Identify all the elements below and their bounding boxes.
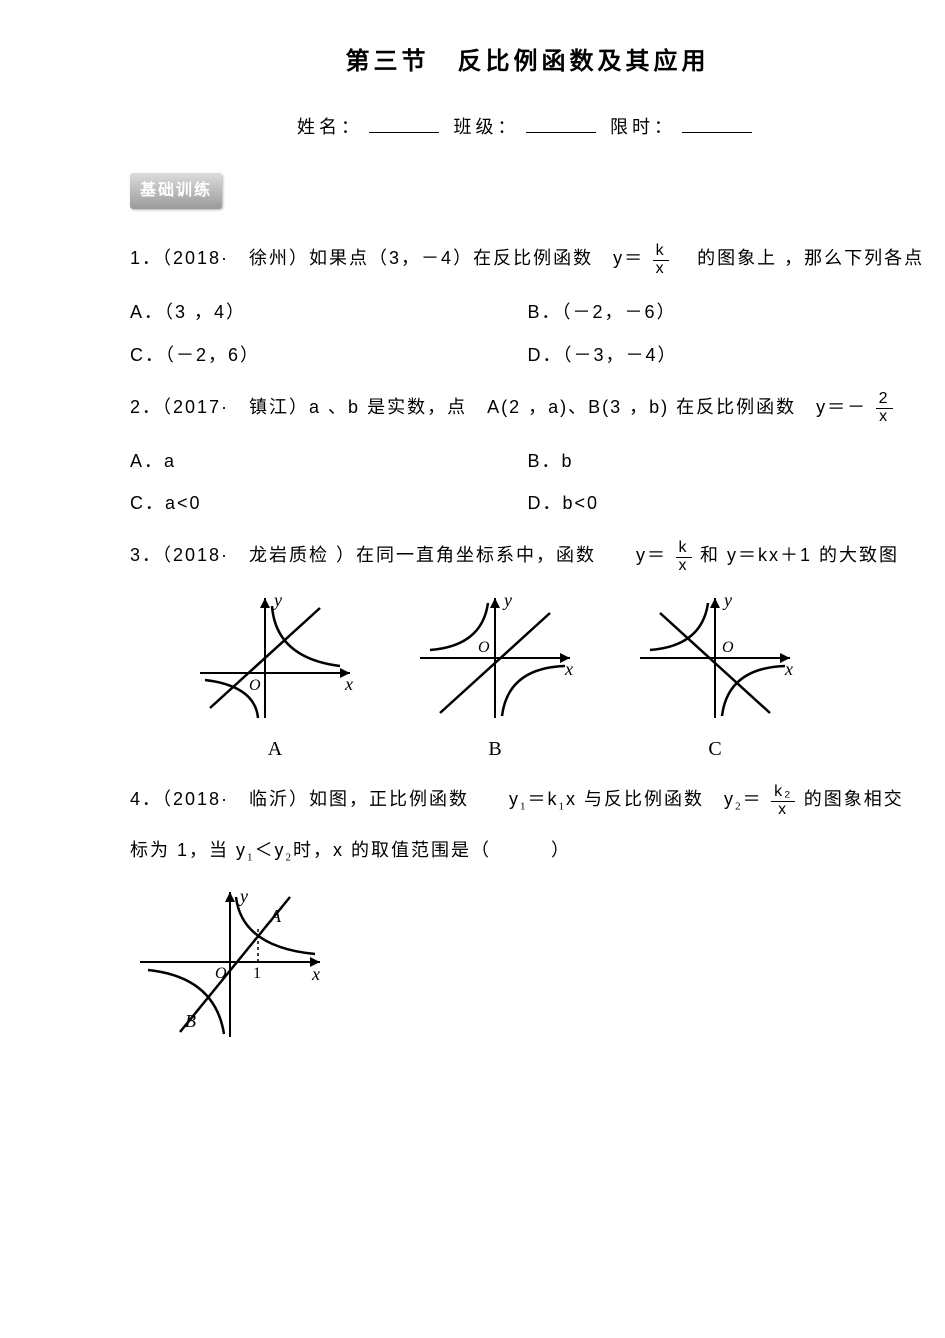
fraction-k-over-x-2: k x xyxy=(676,540,692,575)
svg-text:O: O xyxy=(249,677,261,694)
graph-a-label: A xyxy=(190,730,360,768)
frac-den: x xyxy=(771,802,795,819)
name-label: 姓名： xyxy=(297,117,363,137)
q2-option-a[interactable]: A．a xyxy=(130,440,528,482)
header-line: 姓名： 班级： 限时： xyxy=(130,110,925,144)
q4-line1-suffix: 的图象相交 xyxy=(804,789,904,809)
question-2: 2．（2017· 镇江）a 、b 是实数，点 A(2 ，a)、B(3 ，b) 在… xyxy=(130,390,925,426)
svg-text:y: y xyxy=(272,590,282,610)
class-blank[interactable] xyxy=(526,114,596,133)
question-4-line2: 标为 1，当 y1＜y2时，x 的取值范围是（ ） xyxy=(130,833,925,868)
q1-option-b[interactable]: B．（－2，－6） xyxy=(528,291,926,333)
q3-graphs: x y O A x y O B xyxy=(190,588,925,768)
q4-line2-mid: ＜y xyxy=(255,840,286,860)
q2-option-d[interactable]: D．b<0 xyxy=(528,482,926,524)
frac-den: x xyxy=(876,409,893,426)
frac-num: k₂ xyxy=(771,784,795,802)
svg-text:O: O xyxy=(478,639,490,656)
graph-a: x y O A xyxy=(190,588,360,768)
time-blank[interactable] xyxy=(682,114,752,133)
svg-text:x: x xyxy=(564,659,573,679)
q4-sub1b: 1 xyxy=(559,801,567,813)
svg-text:1: 1 xyxy=(253,965,261,982)
svg-text:y: y xyxy=(238,886,248,906)
q4-l2-sub1: 1 xyxy=(247,851,255,863)
svg-text:O: O xyxy=(215,965,227,982)
svg-text:x: x xyxy=(311,964,320,984)
question-1: 1．（2018· 徐州）如果点（3，－4）在反比例函数 y＝ k x 的图象上 … xyxy=(130,241,925,277)
svg-text:O: O xyxy=(722,639,734,656)
q2-option-c[interactable]: C．a<0 xyxy=(130,482,528,524)
q2-option-b[interactable]: B．b xyxy=(528,440,926,482)
time-label: 限时： xyxy=(610,117,676,137)
q1-options: A．（3 ，4） B．（－2，－6） C．（－2，6） D．（－3，－4） xyxy=(130,291,925,375)
frac-den: x xyxy=(653,261,669,278)
q4-line1-mid: ＝k xyxy=(528,789,559,809)
graph-b: x y O B xyxy=(410,588,580,768)
q4-line2-prefix: 标为 1，当 y xyxy=(130,840,247,860)
svg-text:x: x xyxy=(784,659,793,679)
q1-option-c[interactable]: C．（－2，6） xyxy=(130,334,528,376)
q3-text-prefix: 3．（2018· 龙岩质检 ）在同一直角坐标系中，函数 y＝ xyxy=(130,545,667,565)
graph-b-label: B xyxy=(410,730,580,768)
frac-den: x xyxy=(676,558,692,575)
q4-figure: x y O 1 A B xyxy=(130,882,925,1042)
graph-c: x y O C xyxy=(630,588,800,768)
q4-line1-prefix: 4．（2018· 临沂）如图，正比例函数 y xyxy=(130,789,520,809)
fraction-k-over-x: k x xyxy=(653,243,669,278)
question-3: 3．（2018· 龙岩质检 ）在同一直角坐标系中，函数 y＝ k x 和 y＝k… xyxy=(130,538,925,574)
frac-num: 2 xyxy=(876,391,893,409)
svg-text:y: y xyxy=(722,590,732,610)
svg-text:y: y xyxy=(502,590,512,610)
q3-text-suffix: 和 y＝kx＋1 的大致图 xyxy=(700,545,899,565)
q4-line1-mid2: x 与反比例函数 y xyxy=(566,789,735,809)
page-title: 第三节 反比例函数及其应用 xyxy=(130,40,925,86)
q4-line1-mid3: ＝ xyxy=(743,789,763,809)
q4-sub1: 1 xyxy=(520,801,528,813)
q4-line2-suffix: 时，x 的取值范围是（ ） xyxy=(293,840,571,860)
name-blank[interactable] xyxy=(369,114,439,133)
question-4: 4．（2018· 临沂）如图，正比例函数 y1＝k1x 与反比例函数 y2＝ k… xyxy=(130,782,925,818)
svg-text:x: x xyxy=(344,674,353,694)
q2-options: A．a B．b C．a<0 D．b<0 xyxy=(130,440,925,524)
svg-text:A: A xyxy=(269,906,282,926)
q1-text-prefix: 1．（2018· 徐州）如果点（3，－4）在反比例函数 y＝ xyxy=(130,248,644,268)
q1-option-a[interactable]: A．（3 ，4） xyxy=(130,291,528,333)
fraction-k2-over-x: k₂ x xyxy=(771,784,795,819)
section-badge: 基础训练 xyxy=(130,173,222,209)
q4-sub2: 2 xyxy=(735,801,743,813)
q1-text-suffix: 的图象上 ，那么下列各点 xyxy=(677,248,924,268)
graph-c-label: C xyxy=(630,730,800,768)
frac-num: k xyxy=(653,243,669,261)
q1-option-d[interactable]: D．（－3，－4） xyxy=(528,334,926,376)
q4-l2-sub2: 2 xyxy=(286,851,294,863)
q2-text: 2．（2017· 镇江）a 、b 是实数，点 A(2 ，a)、B(3 ，b) 在… xyxy=(130,397,867,417)
class-label: 班级： xyxy=(454,117,520,137)
svg-text:B: B xyxy=(185,1011,196,1031)
fraction-2-over-x: 2 x xyxy=(876,391,893,426)
frac-num: k xyxy=(676,540,692,558)
